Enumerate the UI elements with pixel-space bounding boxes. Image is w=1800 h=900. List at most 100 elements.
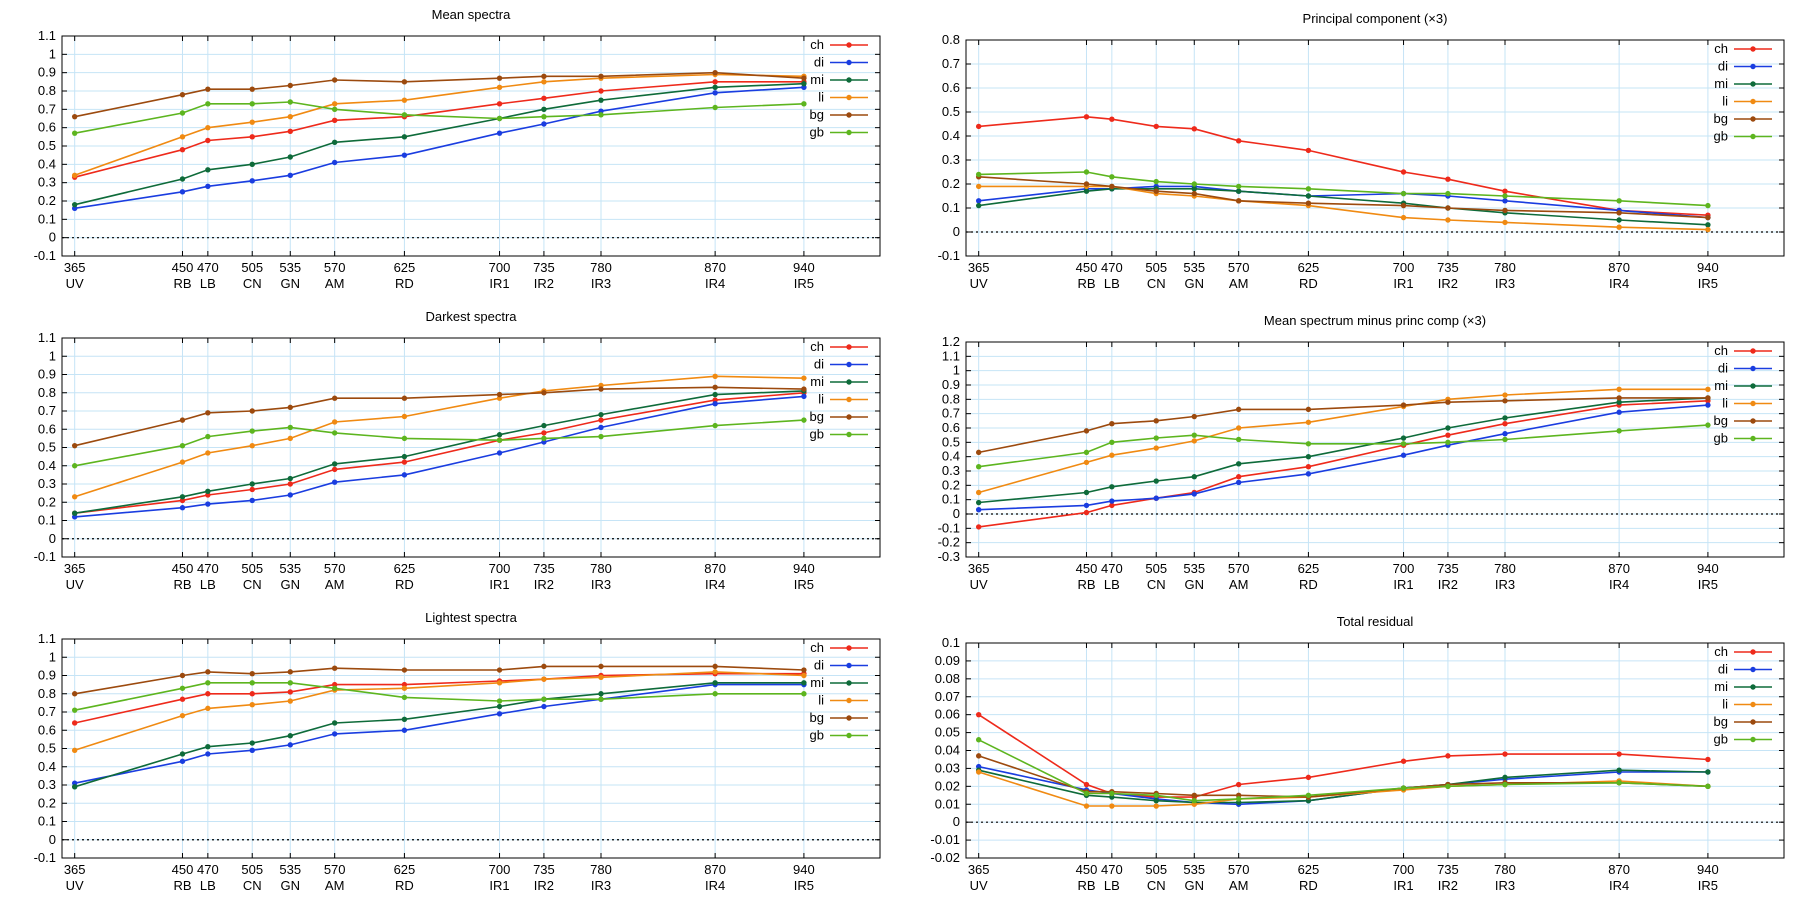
data-point-bg [975,449,982,456]
y-tick-label: 0.7 [38,704,56,719]
x-tick-label: 870 [1608,561,1630,576]
legend-label-mi: mi [1714,679,1728,694]
y-tick-label: 0.04 [935,743,960,758]
data-point-di [1109,498,1115,504]
legend-marker-gb [1750,133,1756,140]
x-tick-label: 505 [1145,561,1167,576]
data-point-di [496,450,503,456]
x-band-label: LB [200,276,216,291]
data-point-li [331,419,338,425]
data-point-mi [1445,425,1451,431]
data-point-mi [1502,415,1508,421]
data-point-mi [331,139,338,146]
x-tick-label: 625 [394,862,416,877]
data-point-li [1705,386,1711,392]
y-tick-label: 0.7 [942,406,960,421]
x-tick-label: 450 [1076,862,1098,877]
data-point-li [1616,224,1622,230]
data-point-mi [249,481,255,487]
x-tick-label: 570 [1228,260,1250,275]
data-point-gb [1083,790,1090,797]
x-band-label: IR4 [1609,878,1629,893]
y-tick-label: 0.4 [38,759,56,774]
y-tick-label: -0.1 [34,549,56,564]
data-point-gb [1502,193,1508,199]
data-point-mi [598,97,604,103]
y-tick-label: 0.5 [38,741,56,756]
data-point-bg [331,665,338,671]
data-point-mi [541,422,547,429]
data-point-li [541,79,547,85]
legend-label-bg: bg [810,409,824,424]
data-point-gb [1705,422,1711,428]
x-band-label: IR4 [1609,577,1629,592]
x-band-label: RD [395,878,414,893]
data-point-bg [249,670,255,677]
x-tick-label: 535 [279,260,301,275]
y-tick-label: 0.9 [38,668,56,683]
data-point-li [401,413,408,420]
data-point-gb [1191,181,1197,187]
x-band-label: RD [395,276,414,291]
data-point-gb [249,680,255,686]
x-tick-label: 780 [1494,862,1516,877]
x-band-label: GN [281,577,301,592]
x-band-label: GN [281,878,301,893]
x-tick-label: 735 [1437,561,1459,576]
data-point-bg [1445,205,1451,211]
data-point-gb [1616,780,1622,786]
data-point-bg [179,672,186,679]
x-band-label: GN [1185,577,1205,592]
data-point-li [71,494,78,500]
data-point-ch [1445,176,1451,182]
y-tick-label: -0.02 [930,850,960,865]
data-point-ch [249,134,255,140]
legend-marker-li [846,697,852,704]
data-point-bg [287,404,293,411]
y-tick-label: 1.1 [38,631,56,646]
data-point-gb [1502,436,1508,443]
data-point-bg [1235,198,1242,204]
y-tick-label: 1.1 [942,348,960,363]
x-tick-label: 365 [64,260,86,275]
data-point-gb [1616,428,1622,434]
data-point-li [801,375,807,381]
data-point-li [1705,226,1711,233]
series-line-li [74,671,804,752]
legend-label-ch: ch [1714,343,1728,358]
x-band-label: UV [970,878,988,893]
data-point-di [801,393,807,400]
plot-frame [965,341,1785,558]
y-tick-label: 0.7 [38,101,56,116]
data-point-bg [712,663,718,670]
data-point-bg [541,663,547,670]
data-point-di [179,758,186,764]
legend-marker-bg [846,414,852,420]
data-point-di [179,189,186,195]
x-band-label: LB [200,577,216,592]
legend-label-bg: bg [1714,111,1728,126]
data-point-ch [1109,116,1115,122]
data-point-mi [1502,774,1508,781]
data-point-ch [401,459,408,465]
data-point-mi [1083,489,1090,496]
data-point-gb [598,696,604,702]
data-point-gb [401,435,408,442]
data-point-bg [331,77,338,83]
data-point-mi [1305,193,1312,199]
y-tick-label: 0.9 [38,65,56,80]
data-point-di [331,479,338,485]
x-tick-label: 870 [704,862,726,877]
series-line-di [74,395,804,518]
series-line-bg [74,71,804,118]
x-tick-label: 570 [324,260,346,275]
data-point-mi [801,80,807,87]
legend-marker-di [1750,63,1756,70]
data-point-bg [598,663,604,670]
data-point-mi [179,176,186,182]
data-point-bg [1705,395,1711,401]
data-point-mi [205,488,211,494]
series-line-gb [978,739,1708,802]
x-band-label: RB [1077,577,1095,592]
data-point-mi [71,784,78,790]
